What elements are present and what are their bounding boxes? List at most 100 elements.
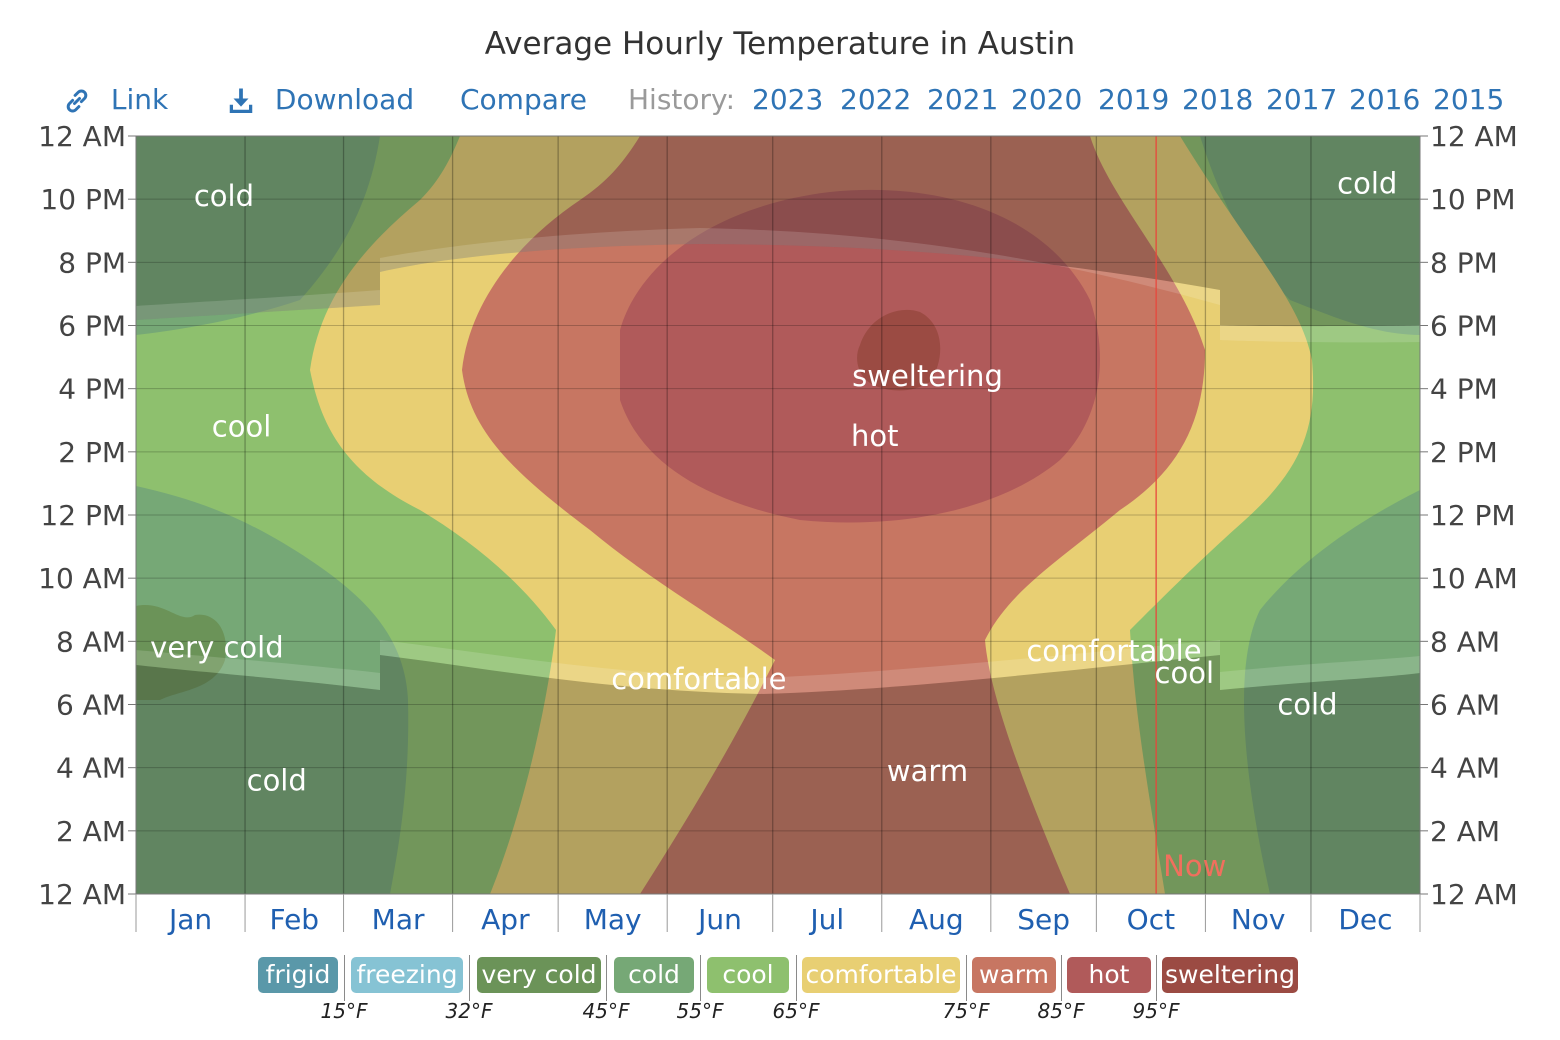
history-year-2022[interactable]: 2022 (840, 83, 912, 116)
now-label: Now (1163, 849, 1226, 883)
zone-cold-night-right (1243, 490, 1420, 894)
y-tick-label-right: 6 PM (1430, 310, 1498, 343)
legend-threshold-65f: 65°F (772, 999, 820, 1023)
toolbar: Link Download Compare History: 2023 2022… (0, 80, 1560, 120)
zone-label: comfortable (1026, 634, 1201, 668)
history-label: History: (628, 83, 736, 116)
y-tick-label-left: 12 AM (38, 878, 126, 911)
zone-label: cold (1277, 688, 1337, 722)
y-tick-label-left: 10 AM (38, 562, 126, 595)
twilight-band-evening (136, 228, 1420, 343)
legend-threshold-95f: 95°F (1132, 999, 1180, 1023)
y-tick-label-right: 6 AM (1430, 689, 1500, 722)
x-tick-label: Sep (1017, 903, 1070, 936)
y-tick-label-left: 2 PM (58, 436, 126, 469)
legend-hot: hot (1067, 957, 1151, 993)
zone-label: cold (1337, 166, 1397, 200)
download-button[interactable]: Download (226, 80, 414, 120)
legend-threshold-55f: 55°F (676, 999, 724, 1023)
history-year-2021[interactable]: 2021 (927, 83, 999, 116)
temperature-legend: frigid freezing very cold cold cool comf… (0, 955, 1560, 1035)
y-tick-label-left: 6 PM (58, 310, 126, 343)
x-tick-label: Jan (167, 903, 212, 936)
x-tick-label: May (584, 903, 642, 936)
y-tick-label-left: 12 PM (40, 499, 126, 532)
x-tick-label: Jul (808, 903, 844, 936)
x-tick-label: Jun (696, 903, 742, 936)
x-tick-label: Mar (372, 903, 425, 936)
y-tick-label-right: 4 AM (1430, 752, 1500, 785)
legend-frigid: frigid (258, 957, 338, 993)
y-tick-label-left: 4 PM (58, 373, 126, 406)
legend-sweltering: sweltering (1162, 957, 1298, 993)
y-axis-left: 12 AM 2 AM 4 AM 6 AM 8 AM 10 AM 12 PM 2 PM 4 PM 6… (38, 120, 136, 911)
legend-cold: cold (614, 957, 694, 993)
y-tick-label-left: 6 AM (56, 689, 126, 722)
y-tick-label-right: 12 PM (1430, 499, 1516, 532)
x-tick-label: Apr (481, 903, 530, 936)
legend-separator (469, 955, 470, 1001)
compare-link[interactable]: Compare (460, 83, 588, 116)
link-icon (62, 83, 101, 116)
history-year-2020[interactable]: 2020 (1011, 83, 1083, 116)
zone-label: very cold (150, 631, 283, 665)
x-axis: Jan Feb Mar Apr May Jun Jul Aug Sep Oct Nov Dec (135, 894, 1421, 936)
grid-lines (136, 135, 1420, 895)
legend-comfortable: comfortable (802, 957, 960, 993)
night-shade-evening (136, 136, 1420, 327)
zone-cold-night-left (136, 486, 409, 894)
download-icon (226, 83, 265, 116)
x-tick-label: Dec (1338, 903, 1392, 936)
x-tick-label: Aug (909, 903, 964, 936)
legend-separator (606, 955, 607, 1001)
legend-threshold-15f: 15°F (320, 999, 368, 1023)
y-tick-label-right: 12 AM (1430, 878, 1518, 911)
history-year-2017[interactable]: 2017 (1266, 83, 1338, 116)
y-tick-label-left: 2 AM (56, 815, 126, 848)
zone-cold-evening-right (1200, 136, 1420, 335)
zone-label: cool (1155, 656, 1215, 690)
history-year-2023[interactable]: 2023 (752, 83, 824, 116)
link-button[interactable]: Link (62, 80, 168, 120)
night-shade-morning (136, 655, 1420, 894)
y-tick-label-left: 10 PM (40, 183, 126, 216)
y-tick-label-right: 12 AM (1430, 120, 1518, 153)
legend-separator (1061, 955, 1062, 1001)
zone-label: cool (212, 410, 272, 444)
legend-warm: warm (972, 957, 1056, 993)
history-year-2019[interactable]: 2019 (1098, 83, 1170, 116)
y-tick-label-right: 4 PM (1430, 373, 1498, 406)
zone-label: warm (887, 754, 968, 788)
zone-very-cold-left (136, 605, 226, 700)
y-tick-label-left: 8 PM (58, 246, 126, 279)
history-year-2018[interactable]: 2018 (1182, 83, 1254, 116)
y-tick-label-right: 8 PM (1430, 246, 1498, 279)
legend-threshold-32f: 32°F (445, 999, 493, 1023)
legend-threshold-75f: 75°F (942, 999, 990, 1023)
x-tick-label: Nov (1231, 903, 1286, 936)
link-label: Link (110, 83, 169, 116)
history-year-2016[interactable]: 2016 (1349, 83, 1421, 116)
x-tick-label: Feb (270, 903, 320, 936)
y-tick-label-right: 8 AM (1430, 625, 1500, 658)
legend-threshold-85f: 85°F (1037, 999, 1085, 1023)
heatmap-plot-area (136, 136, 1420, 894)
zone-label: comfortable (611, 662, 786, 696)
download-label: Download (274, 83, 415, 116)
legend-cool: cool (707, 957, 789, 993)
y-axis-right: 12 AM 2 AM 4 AM 6 AM 8 AM 10 AM 12 PM 2 PM 4 PM 6… (1420, 120, 1518, 911)
y-tick-label-right: 10 PM (1430, 183, 1516, 216)
zone-label: cold (247, 763, 307, 797)
legend-very-cold: very cold (477, 957, 601, 993)
zone-label: hot (851, 419, 899, 453)
x-tick-label: Oct (1127, 903, 1175, 936)
legend-separator (1156, 955, 1157, 1001)
y-tick-label-left: 8 AM (56, 625, 126, 658)
y-tick-label-left: 12 AM (38, 120, 126, 153)
zone-labels: cold cold cool very cold cold sweltering hot co… (150, 166, 1397, 797)
y-tick-label-right: 2 PM (1430, 436, 1498, 469)
history-year-2015[interactable]: 2015 (1433, 83, 1505, 116)
legend-freezing: freezing (351, 957, 463, 993)
legend-separator (966, 955, 967, 1001)
